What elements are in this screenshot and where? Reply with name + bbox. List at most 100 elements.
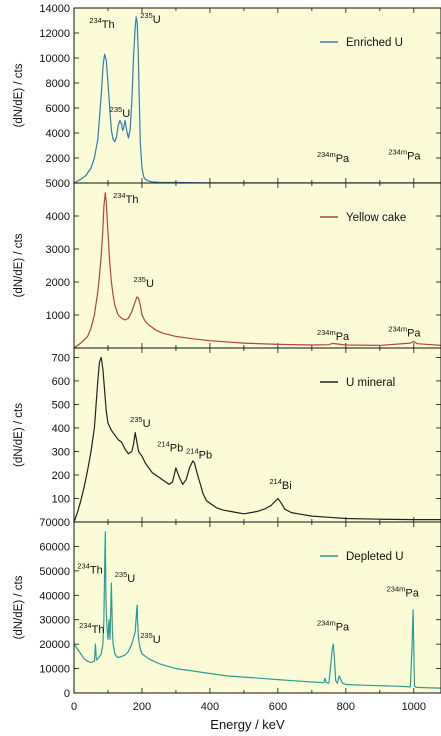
annotation-element: Pb [170,442,183,454]
annotation-isotope-number: 234 [113,191,126,200]
y-axis-label: (dN/dE) / cts [13,63,25,127]
y-tick-label: 6000 [46,103,70,115]
plot-frame [73,521,441,694]
legend-label: U mineral [346,377,395,389]
annotation-element: Pa [336,622,350,634]
x-tick-label: 800 [337,701,355,713]
y-tick-label: 10000 [39,664,70,676]
annotation-element: U [143,418,151,430]
y-tick-label: 5000 [46,178,70,190]
x-tick-label: 200 [133,701,151,713]
peak-annotation: 214Pb [157,439,183,454]
peak-annotation: 214Pb [186,447,212,462]
annotation-element: Pa [336,153,350,165]
x-axis-label: Energy / keV [210,717,285,732]
x-tick-label: 0 [71,701,77,713]
series-line [73,356,441,523]
annotation-isotope-number: 214 [269,477,282,486]
panel-3: 100 200 300 400 500 600 700 (dN/dE) / cts U mine… [13,347,441,523]
peak-annotation: 234mPa [387,585,420,600]
peak-annotation: 234mPa [317,328,350,343]
panel-2: 1000 2000 3000 4000 5000 (dN/dE) / cts Yellow … [13,178,441,349]
panel-1: 2000 4000 6000 8000 10000 12000 14000 (dN/dE) /… [13,3,441,184]
annotation-isotope-number: 234m [317,150,336,159]
plot-background [74,183,441,348]
y-tick-label: 3000 [46,244,70,256]
y-tick-label: 12000 [39,28,70,40]
annotation-element: U [146,278,154,290]
y-tick-label: 700 [52,352,70,364]
peak-annotation: 234Th [77,561,102,576]
annotation-isotope-number: 235 [130,415,143,424]
y-tick-label: 400 [52,423,70,435]
y-tick-label: 50000 [39,566,70,578]
y-tick-label: 2000 [46,153,70,165]
peak-annotation: 214Bi [269,477,291,492]
annotation-isotope-number: 234m [387,585,406,594]
peak-annotation: 235U [133,275,154,290]
legend-label: Yellow cake [346,212,406,224]
series-line [73,531,441,689]
annotation-isotope-number: 235 [140,631,153,640]
annotation-isotope-number: 234 [89,16,102,25]
annotation-isotope-number: 214 [186,447,199,456]
y-tick-label: 500 [52,399,70,411]
legend-label: Enriched U [346,37,403,49]
y-axis-label: (dN/dE) / cts [13,233,25,297]
y-tick-label: 20000 [39,639,70,651]
annotation-element: U [122,108,130,120]
legend-label: Depleted U [346,551,404,563]
annotation-isotope-number: 234 [79,621,92,630]
annotation-element: U [127,573,135,585]
annotation-element: Th [102,19,115,31]
annotation-element: Pa [336,331,350,343]
annotation-isotope-number: 234m [317,619,336,628]
peak-annotation: 234Th [89,16,114,31]
annotation-element: U [153,14,161,26]
y-tick-label: 40000 [39,590,70,602]
y-tick-label: 600 [52,376,70,388]
series-line [73,192,441,349]
peak-annotation: 235U [115,570,136,585]
peak-annotation: 235U [140,631,161,646]
annotation-isotope-number: 235 [110,105,123,114]
peak-annotation: 235U [110,105,131,120]
y-tick-label: 14000 [39,3,70,15]
annotation-element: Th [92,624,105,636]
annotation-element: Th [126,194,139,206]
x-tick-label: 400 [201,701,219,713]
annotation-isotope-number: 234m [388,324,407,333]
annotation-isotope-number: 234m [317,328,336,337]
y-tick-label: 4000 [46,211,70,223]
annotation-isotope-number: 234m [388,147,407,156]
peak-annotation: 234mPa [317,619,350,634]
x-tick-label: 600 [269,701,287,713]
annotation-element: Pa [407,150,421,162]
annotation-isotope-number: 235 [115,570,128,579]
annotation-element: Th [90,564,103,576]
y-tick-label: 2000 [46,277,70,289]
annotation-element: U [153,634,161,646]
y-tick-label: 100 [52,493,70,505]
peak-annotation: 234mPa [317,150,350,165]
plot-background [74,348,441,522]
annotation-isotope-number: 214 [157,439,170,448]
peak-annotation: 234mPa [388,324,421,339]
annotation-element: Pa [405,588,419,600]
y-tick-label: 1000 [46,310,70,322]
annotation-isotope-number: 234 [77,561,90,570]
annotation-isotope-number: 235 [133,275,146,284]
y-tick-label: 4000 [46,128,70,140]
y-tick-label: 0 [64,688,70,700]
y-axis-label: (dN/dE) / cts [13,403,25,467]
annotation-element: Bi [282,480,292,492]
y-tick-label: 10000 [39,53,70,65]
y-tick-label: 8000 [46,78,70,90]
peak-annotation: 234Th [113,191,138,206]
peak-annotation: 235U [130,415,151,430]
annotation-element: Pb [199,450,212,462]
peak-annotation: 234mPa [388,147,421,162]
annotation-element: Pa [407,327,421,339]
y-tick-label: 200 [52,470,70,482]
